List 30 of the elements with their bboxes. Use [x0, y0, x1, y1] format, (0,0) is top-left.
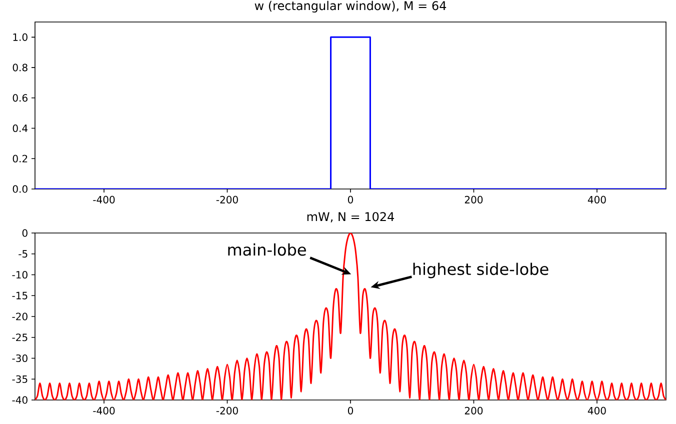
y-tick-label: 0.2 [12, 154, 28, 162]
annotation: main-lobe [228, 243, 306, 256]
x-tick-label: -200 [216, 196, 238, 204]
x-tick-label: 0 [348, 196, 354, 204]
y-tick-label: -15 [12, 292, 28, 300]
chart-title: mW, N = 1024 [307, 212, 394, 222]
y-tick-label: -35 [12, 375, 28, 383]
x-tick-label: 0 [348, 406, 354, 414]
x-tick-label: -400 [93, 196, 115, 204]
x-tick-label: -200 [216, 406, 238, 414]
y-tick-label: 0.6 [12, 94, 28, 102]
y-tick-label: 1.0 [13, 33, 28, 41]
x-tick-label: 400 [588, 196, 606, 204]
y-tick-label: 0.0 [12, 185, 28, 193]
y-tick-label: -30 [12, 354, 28, 362]
y-tick-label: -10 [12, 270, 28, 279]
y-tick-label: 0.8 [12, 64, 28, 72]
y-tick-label: -20 [12, 312, 28, 320]
y-tick-label: 0.4 [12, 124, 28, 132]
annotation: highest side-lobe [413, 262, 548, 278]
line-series [35, 233, 666, 400]
x-tick-label: 200 [464, 196, 483, 204]
chart-title: w (rectangular window), M = 64 [254, 0, 446, 13]
y-tick-label: -40 [12, 396, 28, 404]
x-tick-label: -400 [93, 406, 115, 414]
y-tick-label: -5 [18, 250, 28, 258]
x-tick-label: 200 [464, 406, 483, 414]
y-tick-label: -25 [12, 334, 28, 342]
y-tick-label: 0 [22, 229, 28, 237]
x-tick-label: 400 [588, 406, 606, 414]
